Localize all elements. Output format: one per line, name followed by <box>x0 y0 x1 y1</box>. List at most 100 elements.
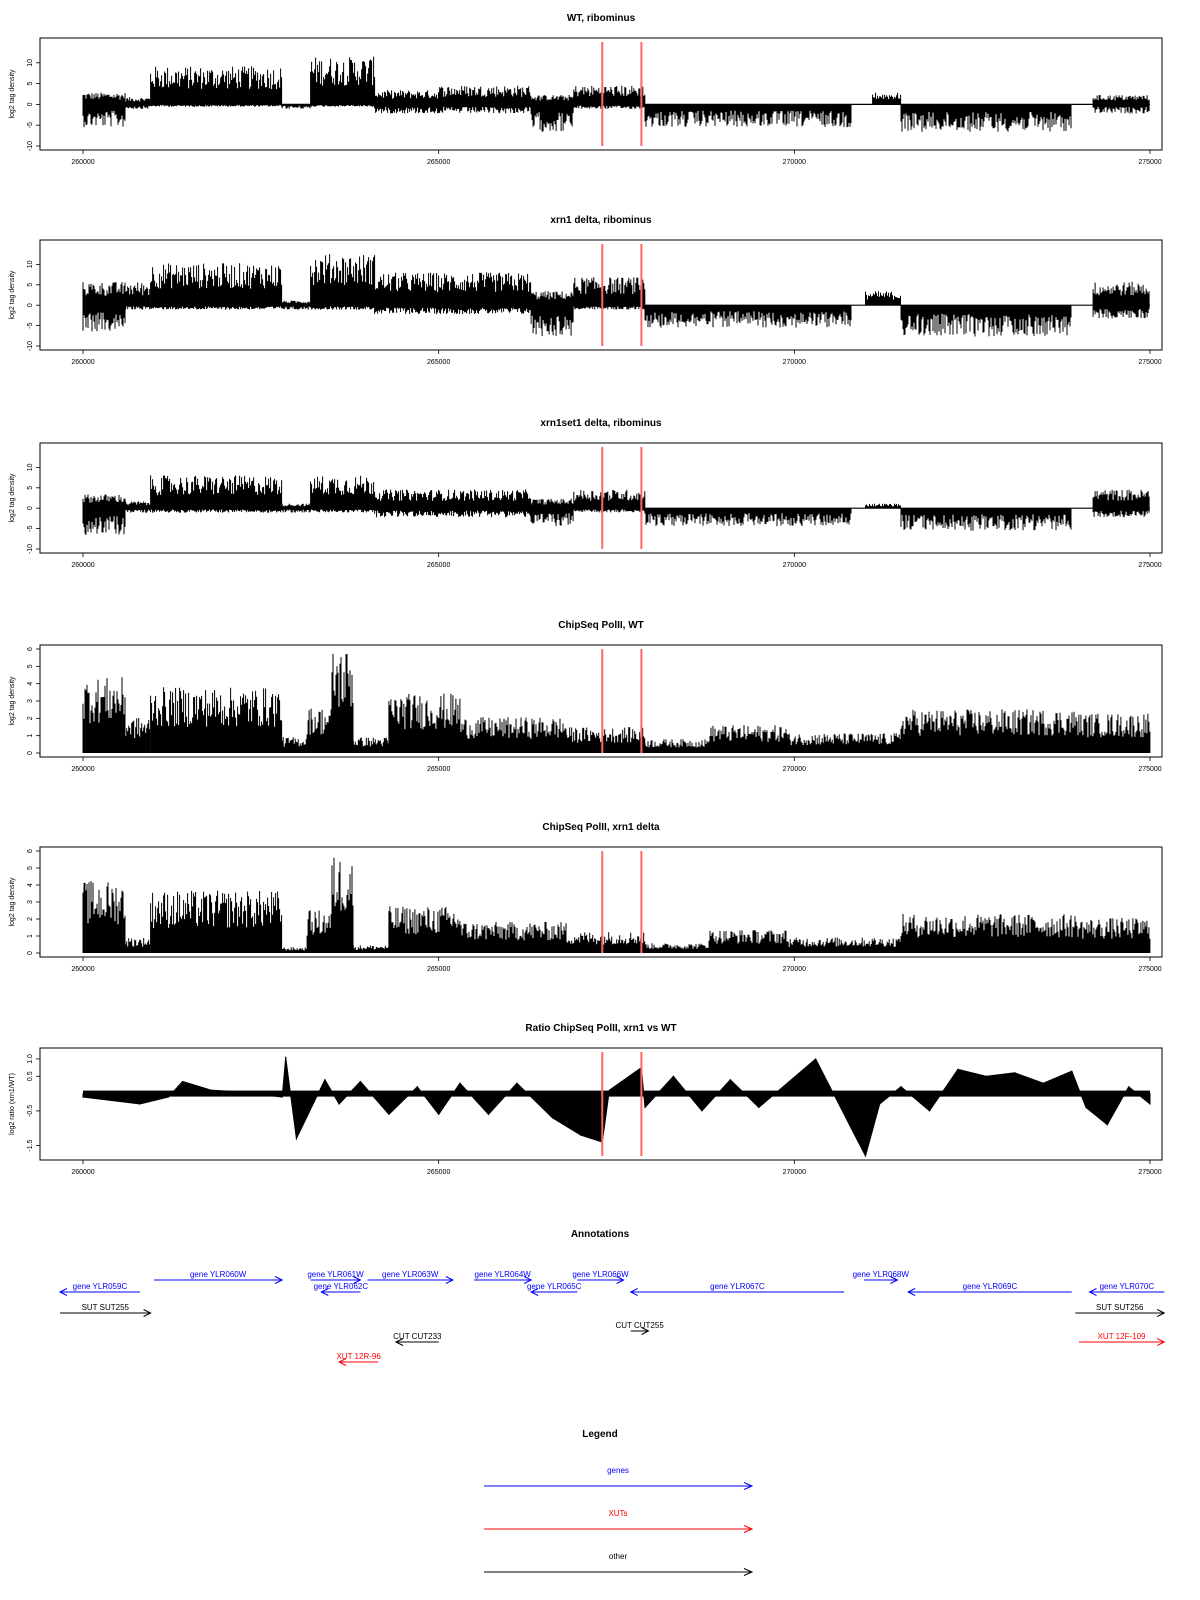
y-tick-label: -1.5 <box>27 1139 34 1151</box>
y-tick-label: 4 <box>27 883 34 887</box>
y-tick-label: 1 <box>27 734 34 738</box>
density-segment-11 <box>644 943 710 953</box>
density-bars <box>281 737 307 753</box>
legend-label: genes <box>607 1466 629 1475</box>
x-tick-label: 275000 <box>1138 159 1161 166</box>
plot-frame <box>39 37 1163 151</box>
ratio-point <box>167 1096 169 1098</box>
density-bars <box>708 725 788 753</box>
density-bars <box>150 263 283 310</box>
ratio-point <box>295 1138 297 1140</box>
feature-arrow-head <box>907 1288 916 1296</box>
chart-panel-3: xrn1set1 delta, ribominus log2 tag densit… <box>9 418 1163 569</box>
density-segment-3 <box>150 475 283 513</box>
density-bars <box>281 947 307 953</box>
density-bars <box>530 95 574 132</box>
x-tick-label: 265000 <box>427 766 450 773</box>
y-axis-label: log2 ratio (xrn1/WT) <box>9 1073 16 1135</box>
x-tick-label: 260000 <box>71 966 94 973</box>
density-bars <box>438 85 532 114</box>
ratio-point <box>608 1089 610 1091</box>
y-tick-label: 10 <box>27 59 34 67</box>
density-segment-10 <box>566 932 646 953</box>
y-tick-label: 2 <box>27 716 34 720</box>
x-tick-label: 260000 <box>71 359 94 366</box>
annotation-feature: XUT 12R-96 <box>336 1352 381 1366</box>
annotation-feature: XUT 12F-109 <box>1078 1332 1166 1346</box>
feature-arrow-head <box>1088 1288 1097 1296</box>
y-tick-label: 1 <box>27 934 34 938</box>
annotation-feature: SUT SUT256 <box>1075 1303 1166 1317</box>
density-bars <box>573 85 646 109</box>
feature-label: gene YLR068W <box>853 1270 910 1279</box>
y-tick-label: -5 <box>27 322 34 328</box>
annotation-feature: gene YLR070C <box>1088 1282 1165 1296</box>
feature-arrow-head <box>1157 1338 1166 1346</box>
y-tick-label: -10 <box>27 141 34 151</box>
density-segment-2 <box>125 938 151 953</box>
ratio-point <box>985 1075 987 1077</box>
ratio-point <box>786 1082 788 1084</box>
ratio-point <box>285 1056 287 1058</box>
ratio-point <box>644 1106 646 1109</box>
ratio-point <box>416 1086 418 1088</box>
ratio-area <box>82 1057 1151 1158</box>
density-segment-2 <box>125 282 151 310</box>
density-segment-9 <box>644 305 852 328</box>
density-bars <box>388 906 461 953</box>
density-segment-7 <box>438 85 532 114</box>
chart-title: ChipSeq PolII, WT <box>558 620 644 631</box>
plot-frame <box>39 442 1163 554</box>
density-segment-1 <box>82 92 126 128</box>
chart-panel-4: ChipSeq PolII, WT log2 tag density 0 1 2 3 4 5 6… <box>9 620 1163 773</box>
ratio-point <box>758 1106 760 1109</box>
legend-arrow-head <box>743 1568 754 1576</box>
y-tick-label: -10 <box>27 544 34 554</box>
y-tick-label: 4 <box>27 682 34 686</box>
feature-arrow-head <box>394 1338 404 1346</box>
x-tick-label: 260000 <box>71 159 94 166</box>
y-tick-label: 5 <box>27 486 34 490</box>
annotation-feature: gene YLR063W <box>367 1270 455 1284</box>
density-segment-12 <box>708 725 788 753</box>
density-segment-13 <box>786 937 901 953</box>
y-tick-label: 0 <box>27 102 34 106</box>
feature-label: gene YLR061W <box>307 1270 364 1279</box>
y-axis-label: log2 tag density <box>9 270 16 320</box>
chart-panel-5: ChipSeq PolII, xrn1 delta log2 tag densit… <box>9 822 1163 973</box>
density-segment-4 <box>281 503 311 513</box>
y-tick-label: 5 <box>27 664 34 668</box>
density-bars <box>374 272 532 315</box>
density-segment-6 <box>331 857 354 953</box>
density-bars <box>352 737 389 753</box>
legend-item: XUTs <box>484 1509 754 1533</box>
density-bars <box>310 475 376 513</box>
annotation-feature: CUT CUT255 <box>615 1321 664 1335</box>
density-bars <box>530 291 574 337</box>
x-tick-label: 275000 <box>1138 966 1161 973</box>
feature-label: CUT CUT233 <box>393 1332 442 1341</box>
annotations-panel: Annotations gene YLR059C gene YLR060W gene … <box>58 1229 1166 1366</box>
annotation-feature: gene YLR068W <box>853 1270 910 1284</box>
x-tick-label: 275000 <box>1138 1169 1161 1176</box>
density-bars <box>82 494 126 535</box>
density-bars <box>900 508 1072 531</box>
density-bars <box>644 305 852 328</box>
ratio-point <box>672 1075 675 1077</box>
density-segment-2 <box>125 718 151 753</box>
density-segment-8 <box>530 95 574 132</box>
feature-arrow-head <box>530 1288 539 1296</box>
feature-label: XUT 12F-109 <box>1098 1332 1146 1341</box>
y-tick-label: -5 <box>27 122 34 128</box>
density-segment-7 <box>352 737 389 753</box>
legend-arrow-head <box>743 1482 754 1490</box>
density-bars <box>900 305 1072 337</box>
density-bars <box>82 92 126 128</box>
legend-title: Legend <box>582 1429 618 1440</box>
ratio-point <box>1149 1103 1151 1105</box>
density-segment-11 <box>872 92 902 105</box>
y-axis-label: log2 tag density <box>9 877 16 927</box>
density-segment-5 <box>306 708 332 753</box>
chart-panel-2: xrn1 delta, ribominus log2 tag density -10… <box>9 215 1163 366</box>
